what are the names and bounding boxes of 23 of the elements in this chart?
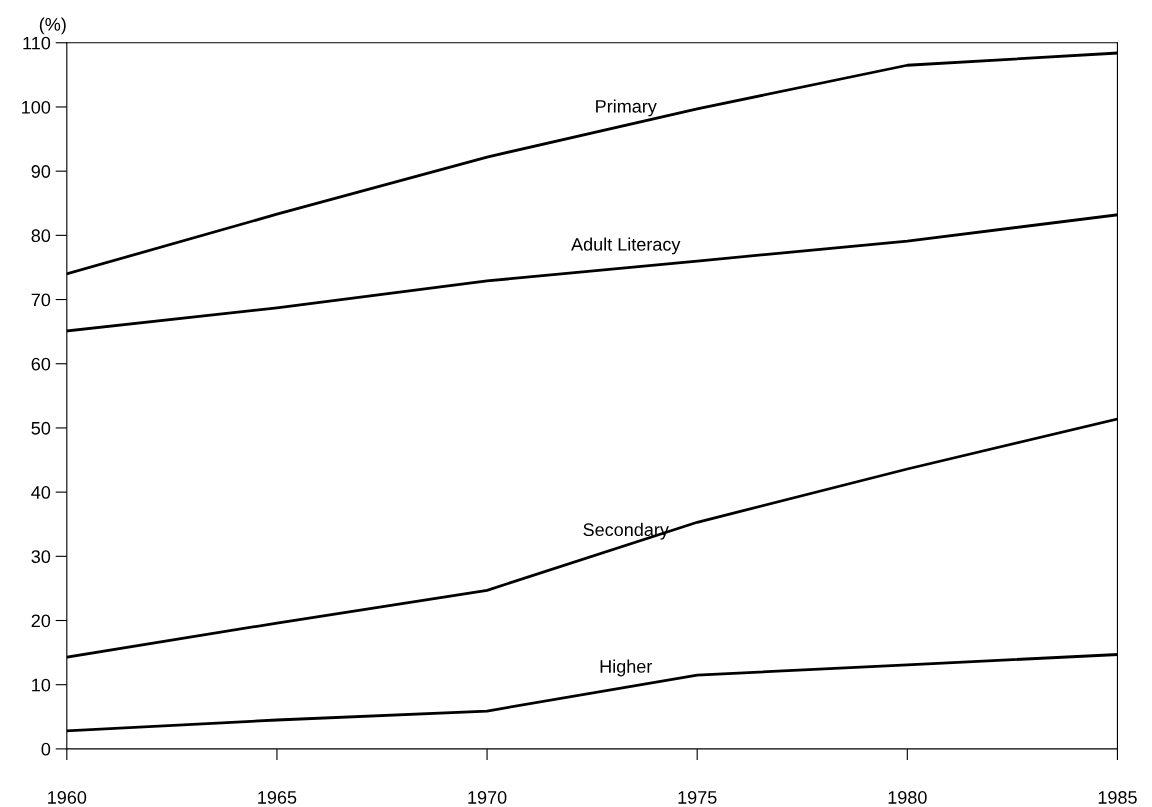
- series-label: Primary: [596, 99, 657, 117]
- series-label: Adult Literacy: [571, 237, 681, 255]
- y-axis-title: (%): [39, 17, 66, 35]
- y-tick-label: 80: [31, 229, 51, 243]
- x-tick-label: 1960: [48, 791, 87, 804]
- y-tick-label: 60: [31, 357, 51, 371]
- x-tick-label: 1980: [888, 791, 927, 804]
- x-tick-label: 1970: [468, 791, 507, 804]
- y-tick-label: 30: [31, 550, 51, 564]
- y-tick-label: 40: [31, 486, 51, 499]
- x-tick-label: 1985: [1098, 791, 1137, 804]
- x-tick-label: 1965: [258, 791, 297, 804]
- y-tick-label: 70: [31, 293, 51, 307]
- y-tick-label: 100: [22, 100, 51, 114]
- y-tick-label: 50: [31, 421, 51, 435]
- y-tick-label: 110: [23, 36, 51, 50]
- x-tick-label: 1975: [678, 791, 717, 804]
- series-label: Higher: [600, 659, 653, 677]
- series-label: Secondary: [583, 522, 669, 540]
- y-tick-label: 10: [32, 678, 51, 692]
- y-tick-label: 20: [31, 614, 51, 628]
- y-tick-label: 90: [31, 165, 51, 178]
- y-tick-label: 0: [41, 742, 51, 756]
